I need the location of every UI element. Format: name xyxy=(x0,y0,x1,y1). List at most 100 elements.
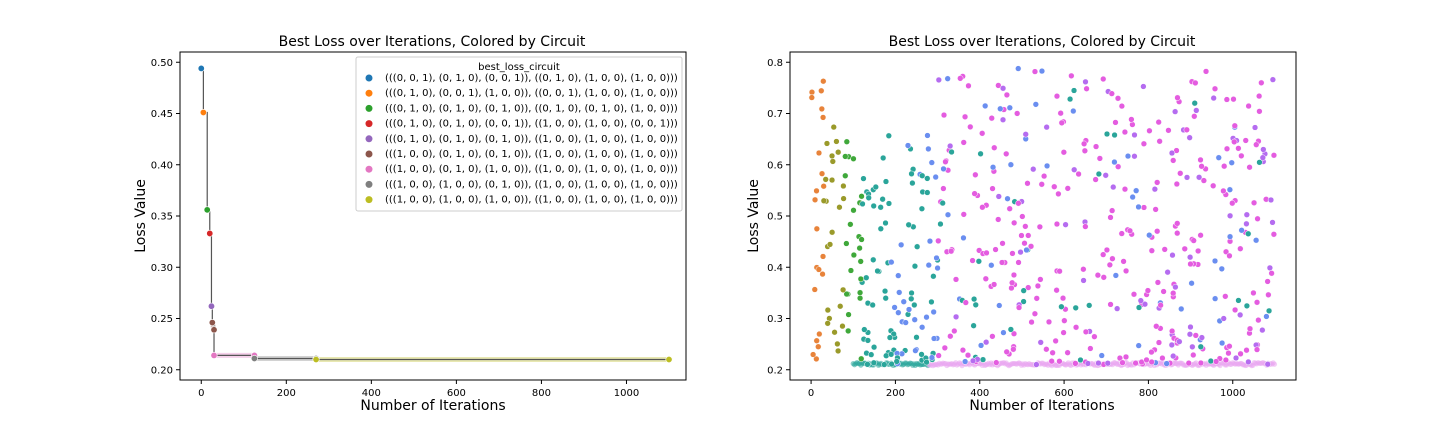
scatter-point xyxy=(1132,359,1139,367)
scatter-point xyxy=(1053,220,1061,228)
legend-entry-label: (((1, 0, 0), (0, 1, 0), (0, 1, 0)), ((1,… xyxy=(385,149,678,160)
scatter-point xyxy=(998,259,1006,266)
scatter-point xyxy=(1003,348,1010,356)
scatter-point xyxy=(856,244,863,252)
scatter-point xyxy=(977,150,984,157)
scatter-point xyxy=(934,264,941,272)
scatter-point xyxy=(843,290,850,298)
scatter-point xyxy=(928,354,936,361)
scatter-point xyxy=(935,76,942,84)
scatter-point xyxy=(1154,179,1161,186)
scatter-point xyxy=(808,94,815,101)
scatter-point xyxy=(811,286,818,293)
scatter-point xyxy=(1220,315,1227,322)
scatter-point xyxy=(1223,96,1230,103)
scatter-point xyxy=(1183,174,1191,181)
scatter-point xyxy=(979,356,987,363)
scatter-point xyxy=(828,176,836,184)
scatter-point xyxy=(1173,180,1180,188)
scatter-point xyxy=(1118,102,1126,110)
legend-marker xyxy=(365,180,373,188)
scatter-point xyxy=(911,263,919,270)
scatter-point xyxy=(925,145,932,153)
scatter-point xyxy=(870,359,877,366)
scatter-point xyxy=(826,241,834,248)
scatter-point xyxy=(960,234,967,242)
scatter-point xyxy=(1243,211,1250,218)
scatter-point xyxy=(1129,121,1136,128)
scatter-point xyxy=(972,301,979,308)
scatter-point xyxy=(1008,279,1016,286)
scatter-point xyxy=(999,240,1006,247)
scatter-point xyxy=(902,319,909,326)
scatter-point xyxy=(1122,267,1130,275)
scatter-point xyxy=(1056,358,1063,365)
scatter-point xyxy=(1058,119,1065,127)
scatter-point xyxy=(1198,163,1205,170)
legend-entry-label: (((0, 1, 0), (0, 0, 1), (1, 0, 0)), ((0,… xyxy=(385,88,678,99)
y-tick-label: 0.25 xyxy=(151,314,173,325)
scatter-point xyxy=(1154,279,1162,286)
scatter-point xyxy=(1051,183,1058,190)
scatter-point xyxy=(1210,94,1217,102)
scatter-point xyxy=(1246,164,1253,171)
x-tick-label: 600 xyxy=(447,388,466,399)
scatter-point xyxy=(928,159,935,166)
scatter-point xyxy=(1009,250,1016,257)
scatter-point xyxy=(1238,152,1245,160)
scatter-point xyxy=(1186,134,1193,141)
scatter-point xyxy=(1265,291,1272,298)
scatter-point xyxy=(1144,287,1152,294)
legend-marker xyxy=(365,196,373,204)
scatter-point xyxy=(865,194,872,201)
scatter-point xyxy=(1072,304,1079,312)
scatter-point xyxy=(1023,246,1030,254)
scatter-point xyxy=(1183,126,1190,133)
scatter-point xyxy=(1253,346,1261,353)
legend-entries: (((0, 0, 1), (0, 1, 0), (0, 0, 1)), ((0,… xyxy=(365,73,678,206)
scatter-point xyxy=(1146,232,1153,239)
scatter-point xyxy=(881,287,889,295)
scatter-point xyxy=(1043,162,1051,170)
scatter-point xyxy=(816,330,823,338)
scatter-point xyxy=(1019,213,1026,220)
scatter-point xyxy=(1191,100,1198,107)
scatter-point xyxy=(1192,79,1199,87)
scatter-point xyxy=(1246,325,1254,332)
scatter-point xyxy=(888,258,895,266)
scatter-point xyxy=(1030,166,1037,173)
scatter-point xyxy=(1124,152,1132,160)
right-x-axis-label: Number of Iterations xyxy=(969,398,1114,414)
y-tick-label: 0.45 xyxy=(151,109,173,120)
scatter-point xyxy=(1148,358,1155,366)
scatter-point xyxy=(908,295,915,302)
scatter-point xyxy=(1007,161,1015,168)
scatter-point xyxy=(1052,337,1059,345)
scatter-point xyxy=(880,154,887,162)
scatter-point xyxy=(1059,295,1067,302)
scatter-point xyxy=(1020,298,1027,305)
scatter-point xyxy=(937,220,944,228)
scatter-point xyxy=(1045,318,1053,326)
scatter-point xyxy=(951,327,958,335)
series-point xyxy=(199,108,207,116)
scatter-point xyxy=(1191,113,1198,120)
scatter-point xyxy=(1197,156,1204,164)
y-tick-label: 0.20 xyxy=(151,365,173,376)
scatter-point xyxy=(845,311,852,318)
scatter-point xyxy=(1087,345,1094,352)
scatter-point xyxy=(1114,95,1122,102)
scatter-point xyxy=(1070,107,1077,115)
scatter-point xyxy=(864,361,871,368)
scatter-point xyxy=(1194,247,1202,255)
scatter-point xyxy=(1053,93,1061,100)
scatter-point xyxy=(995,216,1002,223)
scatter-point xyxy=(1218,339,1226,347)
scatter-point xyxy=(944,75,951,82)
scatter-point xyxy=(1245,358,1252,366)
scatter-point xyxy=(813,225,820,232)
scatter-point xyxy=(971,190,978,197)
x-tick-label: 400 xyxy=(970,388,989,399)
scatter-point xyxy=(995,82,1002,89)
scatter-point xyxy=(989,333,996,340)
